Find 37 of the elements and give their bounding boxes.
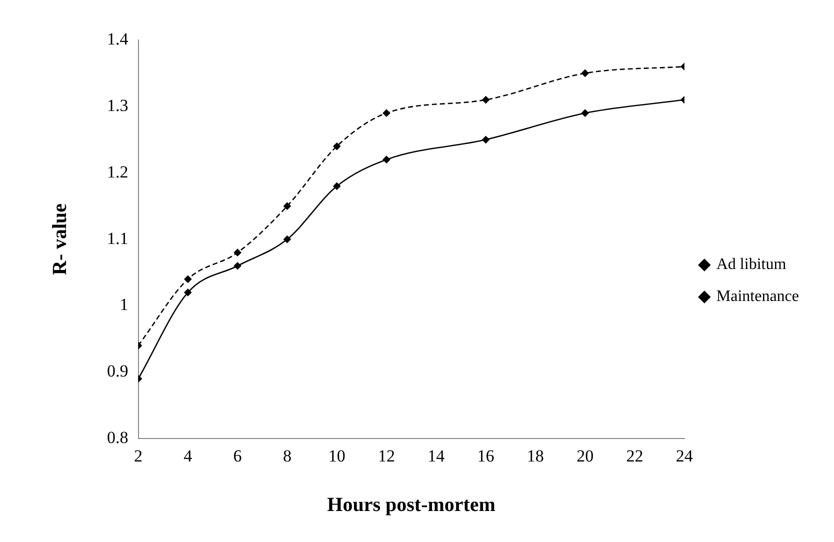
point <box>382 109 390 117</box>
x-tick-label: 16 <box>477 446 494 466</box>
y-tick-label: 0.8 <box>107 428 128 448</box>
legend-label: Ad libitum <box>716 256 787 274</box>
y-tick-label: 1 <box>120 295 128 314</box>
point <box>284 236 291 243</box>
y-tick-label: 1.1 <box>107 228 128 248</box>
x-tick-label: 8 <box>282 446 292 466</box>
point <box>234 262 242 270</box>
x-tick-label: 18 <box>526 446 544 466</box>
x-axis-title: Hours post-mortem <box>327 494 496 516</box>
x-tick-label: 10 <box>328 446 346 466</box>
x-tick-label: 12 <box>378 446 395 466</box>
point <box>581 70 589 77</box>
point <box>482 96 490 104</box>
x-tick-label: 2 <box>134 446 142 466</box>
x-tick-label: 4 <box>184 446 193 466</box>
legend-label: Maintenance <box>716 288 799 306</box>
y-tick-label: 1.2 <box>107 162 128 182</box>
y-axis-title: R- value <box>49 203 72 276</box>
x-tick-label: 24 <box>676 446 694 466</box>
y-tick-label: 1.4 <box>107 29 129 48</box>
y-tick-label: 0.9 <box>107 362 128 381</box>
point <box>482 136 490 144</box>
point <box>184 288 192 296</box>
x-tick-label: 14 <box>428 446 446 466</box>
point <box>581 109 589 117</box>
point <box>333 182 340 190</box>
point <box>382 156 390 164</box>
point <box>184 276 192 283</box>
y-tick-label: 1.3 <box>107 96 128 115</box>
x-tick-label: 22 <box>626 446 644 466</box>
x-tick-label: 20 <box>576 446 594 466</box>
point <box>333 142 340 150</box>
x-tick-label: 6 <box>233 446 242 466</box>
point <box>234 248 242 256</box>
point <box>284 202 291 210</box>
